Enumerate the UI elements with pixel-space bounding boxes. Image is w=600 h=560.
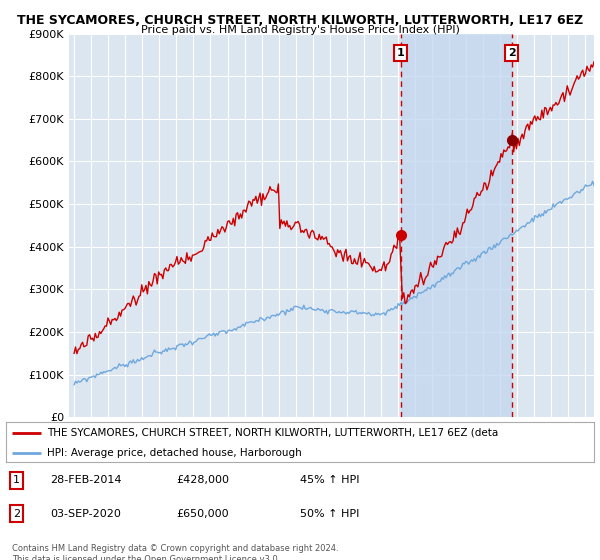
Text: 1: 1 [397, 48, 404, 58]
Text: £650,000: £650,000 [176, 509, 229, 519]
Text: THE SYCAMORES, CHURCH STREET, NORTH KILWORTH, LUTTERWORTH, LE17 6EZ (deta: THE SYCAMORES, CHURCH STREET, NORTH KILW… [47, 428, 499, 437]
Text: 1: 1 [13, 475, 20, 485]
Text: 28-FEB-2014: 28-FEB-2014 [50, 475, 122, 485]
Text: 03-SEP-2020: 03-SEP-2020 [50, 509, 121, 519]
Text: 50% ↑ HPI: 50% ↑ HPI [300, 509, 359, 519]
Bar [401, 34, 512, 417]
Text: £428,000: £428,000 [176, 475, 230, 485]
Text: 2: 2 [13, 509, 20, 519]
Text: Contains HM Land Registry data © Crown copyright and database right 2024.
This d: Contains HM Land Registry data © Crown c… [12, 544, 338, 560]
Text: THE SYCAMORES, CHURCH STREET, NORTH KILWORTH, LUTTERWORTH, LE17 6EZ: THE SYCAMORES, CHURCH STREET, NORTH KILW… [17, 14, 583, 27]
Text: Price paid vs. HM Land Registry's House Price Index (HPI): Price paid vs. HM Land Registry's House … [140, 25, 460, 35]
Text: 2: 2 [508, 48, 515, 58]
Text: 45% ↑ HPI: 45% ↑ HPI [300, 475, 359, 485]
Text: HPI: Average price, detached house, Harborough: HPI: Average price, detached house, Harb… [47, 448, 302, 458]
